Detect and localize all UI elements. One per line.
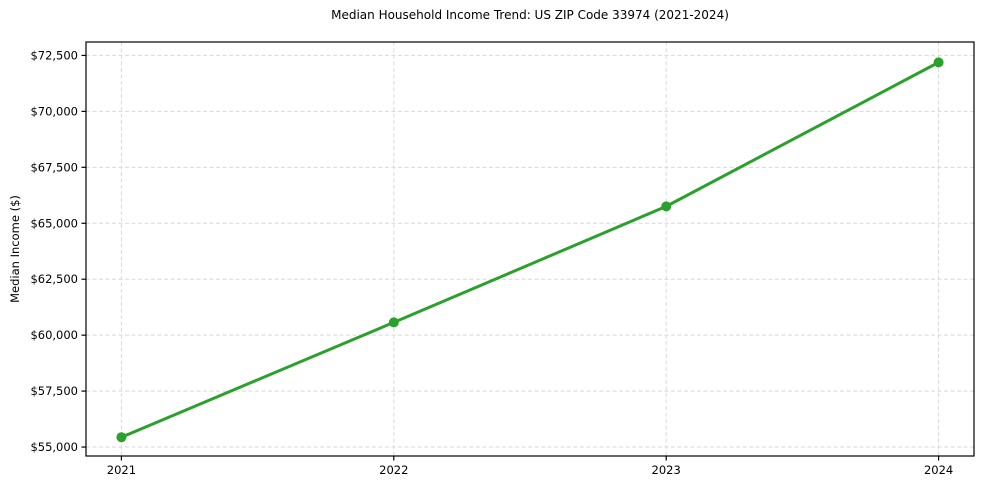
y-tick-label: $55,000: [30, 440, 78, 454]
y-axis-label: Median Income ($): [8, 195, 22, 303]
y-tick-label: $67,500: [30, 160, 78, 174]
data-point: [388, 317, 399, 328]
y-tick-label: $60,000: [30, 328, 78, 342]
y-tick-label: $62,500: [30, 272, 78, 286]
data-point: [116, 432, 127, 443]
y-tick-label: $72,500: [30, 48, 78, 62]
y-tick-label: $70,000: [30, 104, 78, 118]
data-point: [661, 201, 672, 212]
x-tick-label: 2022: [379, 463, 408, 477]
data-point: [933, 57, 944, 68]
trend-line: [119, 60, 941, 439]
y-tick-label: $65,000: [30, 216, 78, 230]
chart-title: Median Household Income Trend: US ZIP Co…: [331, 8, 729, 22]
x-tick-label: 2023: [652, 463, 681, 477]
x-tick-label: 2021: [107, 463, 136, 477]
x-tick-label: 2024: [924, 463, 953, 477]
y-tick-label: $57,500: [30, 384, 78, 398]
plot-border: [85, 41, 975, 457]
